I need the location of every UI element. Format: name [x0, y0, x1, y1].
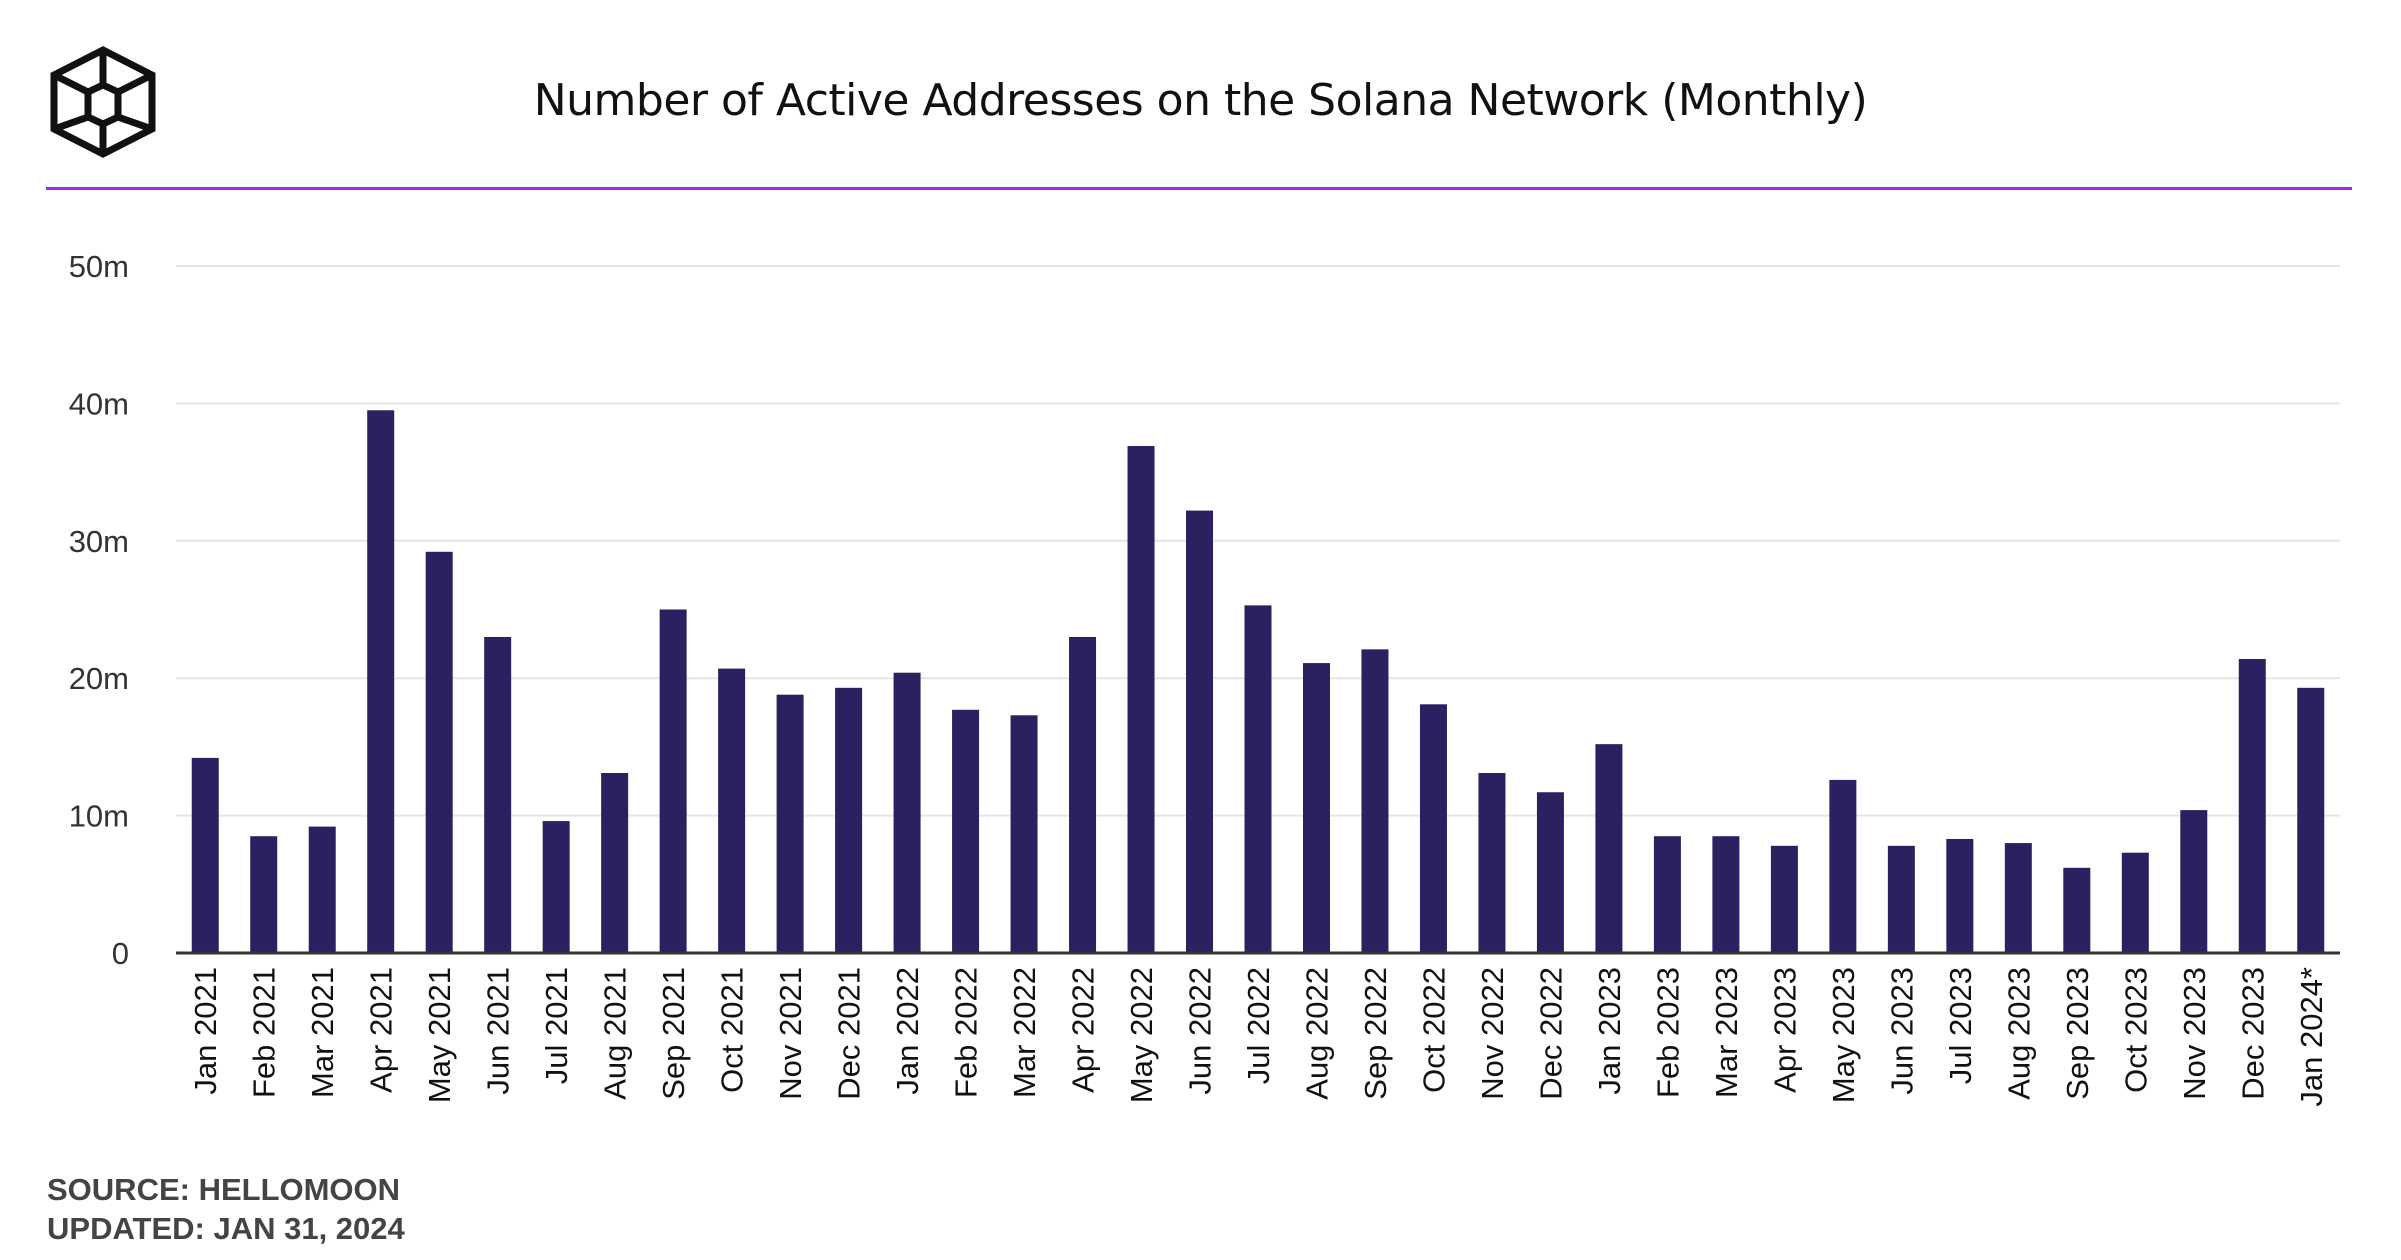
x-tick-label: Jun 2022 [1183, 967, 1218, 1095]
x-axis-tick-labels: Jan 2021 Feb 2021 Mar 2021 Apr 2021 May 2021… [188, 967, 2329, 1107]
x-tick-label: Nov 2022 [1475, 967, 1510, 1100]
bar: Jun 2021 [484, 636, 512, 953]
bar: Jun 2023 [1887, 845, 1915, 953]
bar: Mar 2021 [308, 826, 336, 953]
y-tick-label: 0 [112, 936, 129, 971]
y-axis-tick-labels: 0 10m 20m 30m 40m 50m [69, 249, 129, 971]
bar: Nov 2022 [1478, 773, 1506, 953]
x-tick-label: Jun 2023 [1884, 967, 1919, 1095]
x-tick-label: Feb 2022 [949, 967, 984, 1098]
bar: Aug 2021 [601, 773, 629, 953]
bar: Mar 2022 [1010, 715, 1038, 953]
bar: Dec 2023 [2238, 658, 2266, 953]
bar: Apr 2022 [1069, 636, 1097, 953]
x-tick-label: Feb 2021 [247, 967, 282, 1098]
x-tick-label: Aug 2022 [1299, 967, 1334, 1100]
bar: Feb 2023 [1653, 836, 1681, 953]
chart-title: Number of Active Addresses on the Solana… [533, 75, 1868, 126]
bar: Dec 2022 [1536, 792, 1564, 953]
x-tick-label: Sep 2021 [656, 967, 691, 1100]
cube-logo-icon [50, 46, 156, 158]
y-tick-label: 50m [69, 249, 129, 284]
x-tick-label: May 2021 [422, 967, 457, 1103]
bar: Jul 2021 [542, 821, 570, 953]
x-tick-label: Feb 2023 [1650, 967, 1685, 1098]
bar: Dec 2021 [835, 687, 863, 953]
bar: Nov 2023 [2180, 810, 2208, 953]
x-tick-label: May 2022 [1124, 967, 1159, 1103]
bar: Apr 2023 [1770, 845, 1798, 953]
bar-series: Jan 2021 Feb 2021 Mar 2021 Apr 2021 May 2021… [191, 410, 2325, 953]
header-divider [46, 187, 2352, 190]
x-tick-label: Jan 2021 [188, 967, 223, 1095]
x-tick-label: Sep 2022 [1358, 967, 1393, 1100]
bar: Sep 2023 [2063, 867, 2091, 953]
bar: Jul 2022 [1244, 605, 1272, 953]
x-tick-label: Oct 2021 [715, 967, 750, 1093]
x-tick-label: Oct 2023 [2118, 967, 2153, 1093]
bar: Apr 2021 [367, 410, 395, 953]
x-tick-label: May 2023 [1826, 967, 1861, 1103]
bar: Jan 2022 [893, 672, 921, 953]
x-tick-label: Jul 2023 [1943, 967, 1978, 1084]
bar: May 2022 [1127, 445, 1155, 953]
x-tick-label: Mar 2021 [305, 967, 340, 1098]
x-tick-label: Dec 2022 [1533, 967, 1568, 1100]
bar-chart: 0 10m 20m 30m 40m 50m Jan 2021 Feb 2021 Mar 202… [69, 249, 2340, 1107]
x-tick-label: Jan 2022 [890, 967, 925, 1095]
bar: Jan 2023 [1595, 744, 1623, 953]
bar: Oct 2021 [718, 668, 746, 953]
bar: Feb 2022 [952, 709, 980, 953]
bar: Jul 2023 [1946, 838, 1974, 953]
bar: May 2021 [425, 551, 453, 953]
bar: Nov 2021 [776, 694, 804, 953]
x-tick-label: Nov 2021 [773, 967, 808, 1100]
y-tick-label: 10m [69, 799, 129, 834]
bar: Sep 2021 [659, 609, 687, 953]
source-note: SOURCE: HELLOMOON [47, 1172, 401, 1207]
x-tick-label: Aug 2021 [598, 967, 633, 1100]
x-tick-label: Apr 2021 [364, 967, 399, 1093]
x-tick-label: Mar 2022 [1007, 967, 1042, 1098]
y-tick-label: 30m [69, 524, 129, 559]
bar: Oct 2023 [2121, 852, 2149, 953]
bar: Aug 2022 [1302, 663, 1330, 953]
bar: Mar 2023 [1712, 836, 1740, 953]
x-tick-label: Nov 2023 [2177, 967, 2212, 1100]
bar: Feb 2021 [250, 836, 278, 953]
bar: Aug 2023 [2004, 843, 2032, 953]
x-tick-label: Dec 2021 [832, 967, 867, 1100]
x-tick-label: Jul 2022 [1241, 967, 1276, 1084]
footer: SOURCE: HELLOMOON UPDATED: JAN 31, 2024 [47, 1170, 405, 1248]
x-tick-label: Jul 2021 [539, 967, 574, 1084]
y-tick-label: 20m [69, 661, 129, 696]
x-tick-label: Jan 2023 [1592, 967, 1627, 1095]
bar: Sep 2022 [1361, 649, 1389, 953]
x-tick-label: Apr 2023 [1767, 967, 1802, 1093]
x-tick-label: Oct 2022 [1416, 967, 1451, 1093]
bar: May 2023 [1829, 779, 1857, 953]
x-tick-label: Jan 2024* [2294, 967, 2329, 1107]
bar: Jun 2022 [1186, 510, 1214, 953]
bar: Jan 2021 [191, 757, 219, 953]
x-tick-label: Dec 2023 [2235, 967, 2270, 1100]
x-tick-label: Mar 2023 [1709, 967, 1744, 1098]
x-tick-label: Apr 2022 [1066, 967, 1101, 1093]
x-tick-label: Jun 2021 [481, 967, 516, 1095]
bar: Oct 2022 [1419, 704, 1447, 953]
y-tick-label: 40m [69, 386, 129, 421]
updated-note: UPDATED: JAN 31, 2024 [47, 1211, 405, 1246]
bar: Jan 2024* [2297, 687, 2325, 953]
x-tick-label: Aug 2023 [2001, 967, 2036, 1100]
x-tick-label: Sep 2023 [2060, 967, 2095, 1100]
